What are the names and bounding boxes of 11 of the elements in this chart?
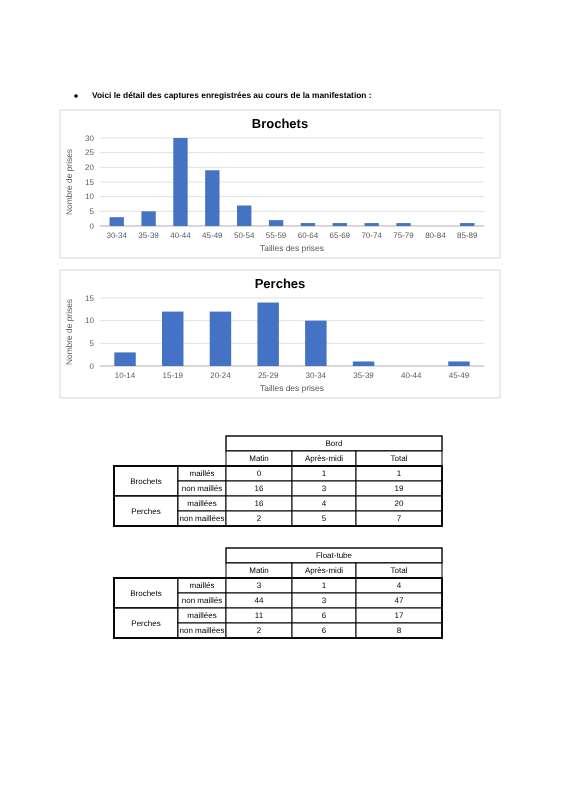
bar — [237, 205, 252, 226]
bar — [109, 217, 124, 226]
bar — [305, 320, 327, 366]
bar — [114, 352, 136, 366]
bar — [209, 311, 232, 366]
bar — [162, 311, 184, 366]
bar — [268, 220, 284, 226]
bar — [141, 211, 156, 226]
bar — [257, 302, 279, 366]
bar — [205, 170, 220, 226]
bar — [173, 138, 188, 226]
